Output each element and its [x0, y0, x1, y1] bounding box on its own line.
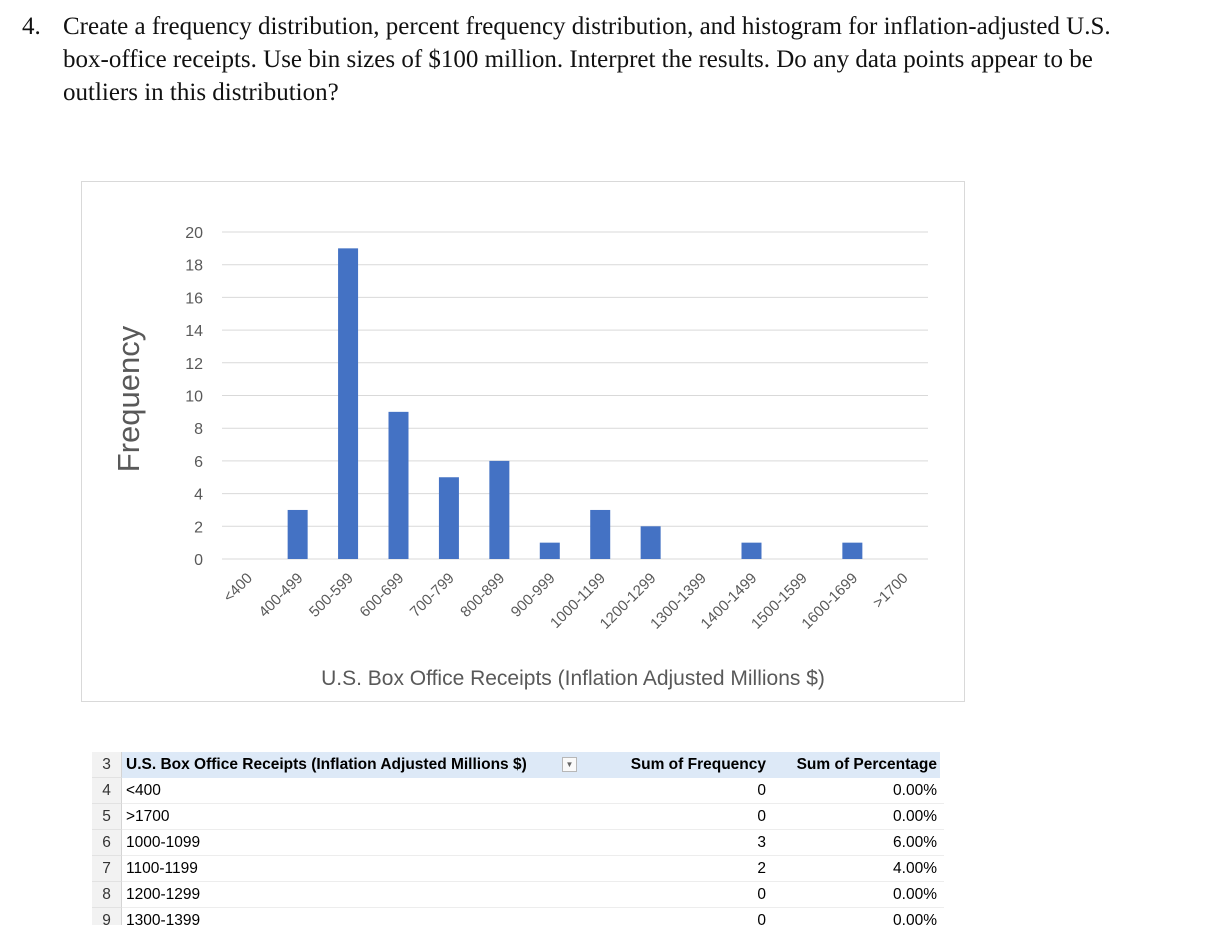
- cell-label[interactable]: 1000-1099: [126, 834, 201, 851]
- pivot-table: 3 U.S. Box Office Receipts (Inflation Ad…: [92, 752, 952, 925]
- row-number: 5: [92, 804, 122, 830]
- y-tick-label: 20: [185, 225, 203, 242]
- cell-percentage[interactable]: 0.00%: [893, 912, 937, 925]
- cell-label[interactable]: 1200-1299: [126, 886, 201, 903]
- table-row: 5 >1700 0 0.00%: [92, 804, 952, 830]
- header-band: [122, 752, 940, 778]
- table-row: 7 1100-1199 2 4.00%: [92, 856, 952, 882]
- x-tick-label: 900-999: [508, 570, 559, 621]
- cell-frequency[interactable]: 0: [757, 782, 766, 799]
- filter-dropdown-button[interactable]: ▼: [562, 757, 577, 772]
- cell-label[interactable]: 1100-1199: [126, 860, 198, 877]
- cell-label[interactable]: 1300-1399: [126, 912, 201, 925]
- table-header-row: 3 U.S. Box Office Receipts (Inflation Ad…: [92, 752, 952, 778]
- y-tick-label: 8: [194, 421, 203, 438]
- bar-600-699[interactable]: [388, 411, 409, 559]
- bar-900-999[interactable]: [539, 542, 560, 559]
- cell-percentage[interactable]: 0.00%: [893, 808, 937, 825]
- header-percentage: Sum of Percentage: [796, 756, 937, 773]
- header-frequency: Sum of Frequency: [630, 756, 766, 773]
- row-number: 3: [92, 752, 122, 778]
- x-axis-label: U.S. Box Office Receipts (Inflation Adju…: [321, 667, 825, 690]
- bar-500-599[interactable]: [338, 248, 359, 559]
- histogram-chart[interactable]: 0 2 4 6 8 10 12 14 16 18 20 <400 400-499 500-599 600-…: [81, 181, 965, 702]
- x-tick-label: 600-699: [356, 570, 407, 621]
- question-number: 4.: [22, 13, 41, 40]
- x-tick-label: 500-599: [306, 570, 357, 621]
- row-divider: [122, 907, 944, 908]
- row-divider: [122, 803, 944, 804]
- cell-label[interactable]: >1700: [126, 808, 170, 825]
- row-number: 4: [92, 778, 122, 804]
- table-row: 4 <400 0 0.00%: [92, 778, 952, 804]
- bar-1600-1699[interactable]: [842, 542, 863, 559]
- header-label: U.S. Box Office Receipts (Inflation Adju…: [126, 756, 527, 773]
- y-tick-label: 4: [194, 487, 203, 504]
- row-divider: [122, 829, 944, 830]
- cell-percentage[interactable]: 6.00%: [893, 834, 937, 851]
- table-row: 6 1000-1099 3 6.00%: [92, 830, 952, 856]
- cell-percentage[interactable]: 4.00%: [893, 860, 937, 877]
- cell-percentage[interactable]: 0.00%: [893, 886, 937, 903]
- y-tick-label: 6: [194, 454, 203, 471]
- y-tick-label: 12: [185, 356, 203, 373]
- cell-percentage[interactable]: 0.00%: [893, 782, 937, 799]
- table-row: 8 1200-1299 0 0.00%: [92, 882, 952, 908]
- y-tick-label: 0: [194, 552, 203, 569]
- row-number: 7: [92, 856, 122, 882]
- x-tick-label: <400: [220, 570, 256, 606]
- y-axis-label: Frequency: [111, 325, 146, 472]
- x-tick-label: 800-899: [457, 570, 508, 621]
- y-tick-label: 18: [185, 258, 203, 275]
- bar-1200-1299[interactable]: [640, 526, 661, 559]
- cell-frequency[interactable]: 0: [757, 808, 766, 825]
- x-tick-label: 700-799: [407, 570, 458, 621]
- cell-frequency[interactable]: 0: [757, 886, 766, 903]
- row-number: 6: [92, 830, 122, 856]
- question-body: Create a frequency distribution, percent…: [63, 13, 1111, 106]
- histogram-svg: 0 2 4 6 8 10 12 14 16 18 20 <400 400-499 500-599 600-…: [111, 225, 928, 690]
- row-divider: [122, 881, 944, 882]
- row-number: 9: [92, 908, 122, 925]
- x-tick-label: >1700: [870, 570, 912, 612]
- bar-800-899[interactable]: [489, 460, 510, 559]
- bar-400-499[interactable]: [287, 509, 308, 559]
- cell-label[interactable]: <400: [126, 782, 161, 799]
- y-tick-label: 16: [185, 290, 203, 307]
- bar-1400-1499[interactable]: [741, 542, 762, 559]
- x-tick-label: 400-499: [256, 570, 307, 621]
- y-tick-label: 14: [185, 323, 203, 340]
- y-tick-label: 10: [185, 389, 203, 406]
- table-row: 9 1300-1399 0 0.00%: [92, 908, 952, 925]
- bar-700-799[interactable]: [438, 477, 459, 559]
- y-tick-label: 2: [194, 519, 203, 536]
- row-number: 8: [92, 882, 122, 908]
- row-divider: [122, 855, 944, 856]
- cell-frequency[interactable]: 3: [757, 834, 766, 851]
- cell-frequency[interactable]: 2: [757, 860, 766, 877]
- bar-1000-1199[interactable]: [590, 509, 611, 559]
- cell-frequency[interactable]: 0: [757, 912, 766, 925]
